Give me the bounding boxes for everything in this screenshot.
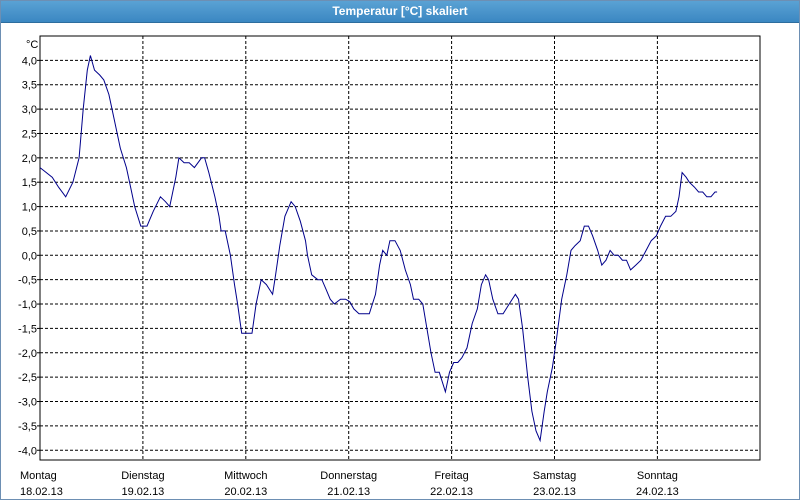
x-tick-day-label: Sonntag <box>637 470 678 482</box>
y-tick-label: 1,5 <box>22 177 37 189</box>
y-tick-label: -1,0 <box>18 299 37 311</box>
plot-frame <box>39 35 761 461</box>
x-tick-date-label: 21.02.13 <box>327 486 370 498</box>
y-tick-label: -2,5 <box>18 372 37 384</box>
grid-layer <box>40 36 760 460</box>
y-tick-label: 2,0 <box>22 153 37 165</box>
x-tick-day-label: Mittwoch <box>224 470 267 482</box>
series-layer <box>39 55 718 443</box>
chart-title: Temperatur [°C] skaliert <box>332 4 468 18</box>
y-tick-label: 3,5 <box>22 80 37 92</box>
x-tick-day-label: Donnerstag <box>320 470 377 482</box>
y-axis-ticks: 4,0 3,5 3,0 2,5 2,0 1,5 1,0 0,5 0,0 -0,5 -1,0 -1,5 -… <box>18 55 40 457</box>
y-tick-label: 3,0 <box>22 104 37 116</box>
x-tick-day-label: Montag <box>20 470 57 482</box>
y-tick-label: 2,5 <box>22 128 37 140</box>
y-tick-label: -0,5 <box>18 275 37 287</box>
x-tick-day-label: Samstag <box>533 470 576 482</box>
y-tick-label: -1,5 <box>18 323 37 335</box>
y-tick-label: 0,5 <box>22 226 37 238</box>
y-tick-label: -3,0 <box>18 397 37 409</box>
x-tick-date-label: 23.02.13 <box>533 486 576 498</box>
x-tick-date-label: 19.02.13 <box>121 486 164 498</box>
y-tick-label: -2,0 <box>18 348 37 360</box>
y-tick-label: -4,0 <box>18 445 37 457</box>
y-tick-label: 4,0 <box>22 55 37 67</box>
x-tick-day-label: Dienstag <box>121 470 164 482</box>
y-tick-label: 1,0 <box>22 202 37 214</box>
y-tick-label: 0,0 <box>22 250 37 262</box>
temperature-series-line <box>39 55 718 443</box>
x-tick-date-label: 24.02.13 <box>636 486 679 498</box>
x-tick-day-label: Freitag <box>434 470 468 482</box>
y-tick-label: -3,5 <box>18 421 37 433</box>
x-tick-date-label: 22.02.13 <box>430 486 473 498</box>
x-tick-date-label: 20.02.13 <box>224 486 267 498</box>
x-tick-date-label: 18.02.13 <box>20 486 63 498</box>
x-axis-ticks: Montag 18.02.13 Dienstag 19.02.13 Mittwoch 20… <box>20 470 679 498</box>
title-bar: Temperatur [°C] skaliert <box>1 1 799 23</box>
y-axis-unit-label: °C <box>26 39 38 51</box>
